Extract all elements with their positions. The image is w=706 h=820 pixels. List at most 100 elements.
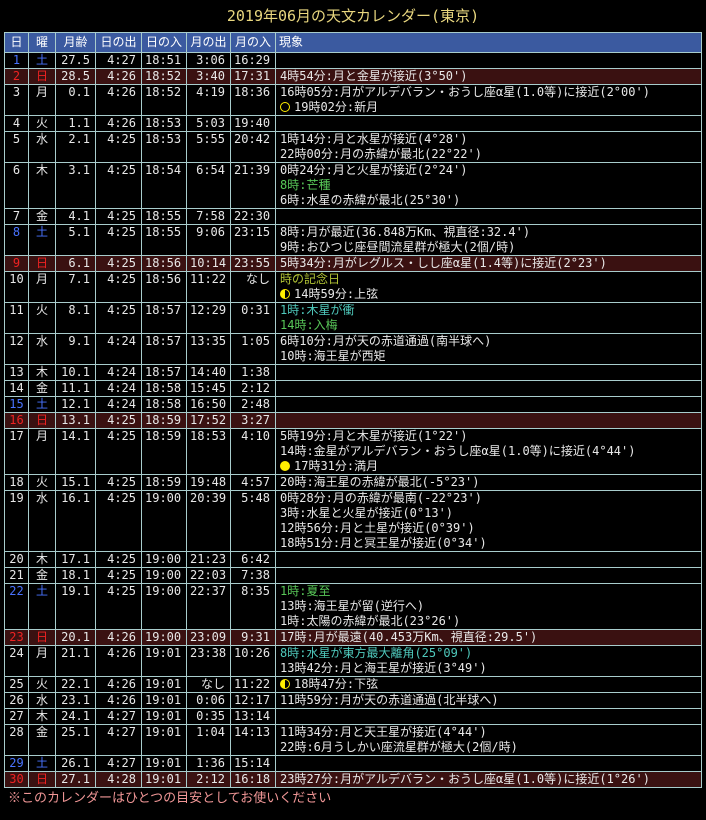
event-line: 1時:夏至 — [280, 585, 698, 600]
phenomena-cell — [275, 208, 702, 225]
moonset-value: 20:42 — [230, 131, 276, 163]
event-line: 0時24分:月と火星が接近(2°24') — [280, 163, 698, 179]
phenomena-cell: 時の記念日 14時59分:上弦 — [275, 271, 702, 303]
moonset-value: 8:35 — [230, 583, 276, 630]
sunset-value: 19:01 — [141, 692, 187, 709]
event-text: 8時:水星が東方最大離角(25°09') — [280, 646, 473, 661]
moonrise-value: 19:48 — [186, 474, 231, 491]
moonset-value: 4:57 — [230, 474, 276, 491]
table-row-day-12: 12 水 9.1 4:24 18:57 13:35 1:05 6時10分:月が天の赤道通過(南… — [4, 333, 702, 365]
event-line: 4時54分:月と金星が接近(3°50') — [280, 70, 698, 84]
moonset-value: 1:05 — [230, 333, 276, 365]
phenomena-cell — [275, 364, 702, 381]
event-text: 14時:入梅 — [280, 318, 338, 332]
event-text: 14時:金星がアルデバラン・おうし座α星(1.0等)に接近(4°44') — [280, 444, 636, 458]
moon-age-value: 1.1 — [55, 115, 96, 132]
moonrise-value: 15:45 — [186, 380, 231, 397]
event-text: 18時51分:月と冥王星が接近(0°34') — [280, 536, 487, 550]
event-line: 8時:芒種 — [280, 178, 698, 193]
event-line: 時の記念日 — [280, 273, 698, 288]
table-row-day-21: 21 金 18.1 4:25 19:00 22:03 7:38 — [4, 567, 702, 584]
table-row-day-30: 30 日 27.1 4:28 19:01 2:12 16:18 23時27分:月がアルデバラン… — [4, 771, 702, 788]
weekday-label: 水 — [28, 333, 56, 365]
weekday-label: 土 — [28, 224, 56, 256]
event-line: 10時:海王星が西矩 — [280, 349, 698, 364]
day-number: 24 — [4, 645, 29, 677]
new-moon-moon-icon — [280, 102, 290, 112]
day-number: 1 — [4, 52, 29, 69]
moon-age-value: 25.1 — [55, 724, 96, 756]
phenomena-cell — [275, 115, 702, 132]
phenomena-cell — [275, 551, 702, 568]
moon-age-value: 4.1 — [55, 208, 96, 225]
phenomena-cell: 0時24分:月と火星が接近(2°24') 8時:芒種 6時:水星の赤緯が最北(25°… — [275, 162, 702, 209]
event-text: 20時:海王星の赤緯が最北(-5°23') — [280, 475, 480, 490]
moon-age-value: 10.1 — [55, 364, 96, 381]
table-row-day-4: 4 火 1.1 4:26 18:53 5:03 19:40 — [4, 115, 702, 132]
moonrise-value: 0:35 — [186, 708, 231, 725]
day-number: 21 — [4, 567, 29, 584]
event-line: 20時:海王星の赤緯が最北(-5°23') — [280, 475, 698, 490]
moonrise-value: 16:50 — [186, 396, 231, 413]
moonrise-value: 9:06 — [186, 224, 231, 256]
sunrise-value: 4:26 — [95, 115, 142, 132]
phenomena-cell: 0時28分:月の赤緯が最南(-22°23') 3時:水星と火星が接近(0°13')… — [275, 490, 702, 552]
weekday-label: 火 — [28, 676, 56, 693]
table-row-day-2: 2 日 28.5 4:26 18:52 3:40 17:31 4時54分:月と金星が接近(3°… — [4, 68, 702, 85]
moonrise-value: 1:36 — [186, 755, 231, 772]
moonrise-value: 10:14 — [186, 255, 231, 272]
moonrise-value: 6:54 — [186, 162, 231, 209]
weekday-label: 金 — [28, 567, 56, 584]
moonrise-value: 0:06 — [186, 692, 231, 709]
event-line: 6時:水星の赤緯が最北(25°30') — [280, 193, 698, 208]
moonset-value: 2:12 — [230, 380, 276, 397]
weekday-label: 月 — [28, 271, 56, 303]
moonset-value: 6:42 — [230, 551, 276, 568]
moonset-value: 19:40 — [230, 115, 276, 132]
sunset-value: 19:01 — [141, 676, 187, 693]
weekday-label: 土 — [28, 396, 56, 413]
sunrise-value: 4:25 — [95, 302, 142, 334]
event-text: 3時:水星と火星が接近(0°13') — [280, 506, 454, 520]
sunset-value: 19:00 — [141, 583, 187, 630]
sunset-value: 19:01 — [141, 645, 187, 677]
moonrise-value: 22:03 — [186, 567, 231, 584]
footnote: ※このカレンダーはひとつの目安としてお使いください — [8, 791, 332, 806]
sunset-value: 19:00 — [141, 567, 187, 584]
event-text: 11時59分:月が天の赤道通過(北半球へ) — [280, 693, 499, 708]
event-text: 1時14分:月と水星が接近(4°28') — [280, 132, 468, 147]
day-number: 6 — [4, 162, 29, 209]
weekday-label: 水 — [28, 131, 56, 163]
phenomena-cell — [275, 396, 702, 413]
sunset-value: 18:58 — [141, 380, 187, 397]
moonset-value: 4:10 — [230, 428, 276, 475]
day-number: 17 — [4, 428, 29, 475]
event-line: 19時02分:新月 — [280, 100, 698, 115]
sunset-value: 18:51 — [141, 52, 187, 69]
page-title: 2019年06月の天文カレンダー(東京) — [226, 7, 480, 25]
full-moon-moon-icon — [280, 461, 290, 471]
sunset-value: 19:01 — [141, 708, 187, 725]
last-quarter-moon-icon — [280, 679, 290, 689]
sunrise-value: 4:25 — [95, 567, 142, 584]
sunrise-value: 4:25 — [95, 271, 142, 303]
event-text: 13時42分:月と海王星が接近(3°49') — [280, 661, 487, 675]
phenomena-cell: 8時:月が最近(36.848万Km、視直径:32.4') 9時:おひつじ座昼間流星… — [275, 224, 702, 256]
event-line: 5時19分:月と木星が接近(1°22') — [280, 430, 698, 445]
phenomena-cell: 4時54分:月と金星が接近(3°50') — [275, 68, 702, 85]
moonrise-value: 5:55 — [186, 131, 231, 163]
sunrise-value: 4:26 — [95, 676, 142, 693]
event-text: 14時59分:上弦 — [294, 287, 379, 301]
moonset-value: 5:48 — [230, 490, 276, 552]
event-text: 17時31分:満月 — [294, 459, 379, 473]
weekday-label: 土 — [28, 755, 56, 772]
day-number: 30 — [4, 771, 29, 788]
moon-age-value: 23.1 — [55, 692, 96, 709]
moon-age-value: 8.1 — [55, 302, 96, 334]
event-text: 10時:海王星が西矩 — [280, 349, 386, 363]
moonrise-value: 20:39 — [186, 490, 231, 552]
moonset-value: 0:31 — [230, 302, 276, 334]
weekday-label: 火 — [28, 115, 56, 132]
day-number: 9 — [4, 255, 29, 272]
event-text: 0時24分:月と火星が接近(2°24') — [280, 163, 468, 178]
